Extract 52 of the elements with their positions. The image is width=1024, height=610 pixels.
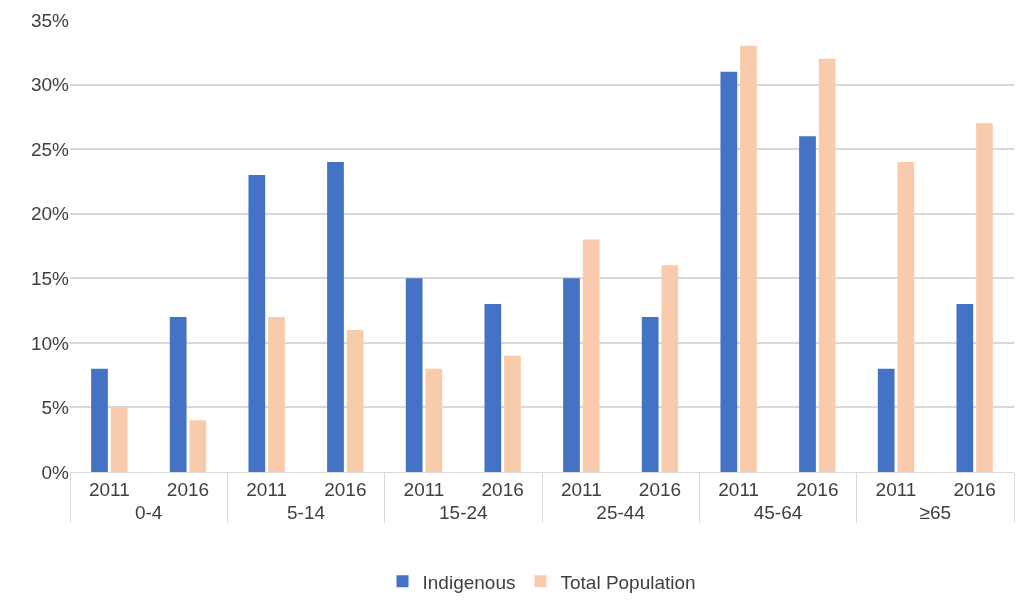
bar	[661, 265, 679, 472]
bar	[897, 162, 915, 472]
x-tick-label: 2016	[166, 478, 210, 500]
bar	[425, 368, 443, 472]
legend-label: Indigenous	[422, 571, 516, 593]
bar	[818, 58, 836, 472]
y-tick-label: 25%	[30, 138, 70, 160]
bar	[110, 407, 128, 472]
bar	[405, 278, 423, 472]
x-tick-label: 2016	[481, 478, 524, 500]
bar	[91, 368, 108, 472]
bar	[248, 174, 266, 472]
bar	[169, 317, 187, 472]
x-tick-label: 2011	[246, 478, 288, 500]
y-tick-label: 0%	[41, 461, 70, 483]
bar	[346, 329, 364, 472]
x-tick-label: 2016	[324, 478, 367, 500]
text: 5-14	[286, 501, 326, 523]
bar	[484, 304, 502, 472]
bar	[268, 317, 285, 472]
x-tick-label: 2011	[403, 478, 445, 500]
bar	[504, 355, 521, 472]
text: 15-24	[439, 501, 489, 523]
x-tick-label: 2016	[953, 478, 996, 500]
text: 25-44	[596, 501, 646, 523]
y-tick-label: 5%	[41, 397, 70, 419]
bar	[976, 123, 993, 472]
x-tick-label: 2016	[638, 478, 682, 500]
legend-label: Total Population	[560, 571, 696, 593]
y-tick-label: 15%	[30, 267, 70, 289]
x-tick-label: 2011	[875, 478, 917, 500]
bar	[740, 45, 757, 472]
bar	[641, 317, 659, 472]
bar	[327, 162, 344, 472]
x-tick-label: 2016	[796, 478, 839, 500]
x-tick-label: 2011	[560, 478, 602, 500]
text: 45-64	[753, 501, 803, 523]
y-tick-label: 30%	[30, 74, 70, 96]
bar	[720, 71, 738, 472]
y-tick-label: 10%	[30, 332, 70, 354]
bar	[189, 420, 207, 472]
x-tick-label: 2011	[88, 478, 130, 500]
x-tick-label: 2011	[718, 478, 760, 500]
y-tick-label: 35%	[30, 9, 70, 31]
bar	[877, 368, 895, 472]
y-tick-label: 20%	[30, 203, 70, 225]
text: 0-4	[134, 501, 163, 523]
bar	[799, 136, 816, 472]
bar	[956, 304, 974, 472]
bar	[563, 278, 580, 472]
text: ≥65	[919, 501, 952, 523]
bar	[582, 239, 600, 472]
